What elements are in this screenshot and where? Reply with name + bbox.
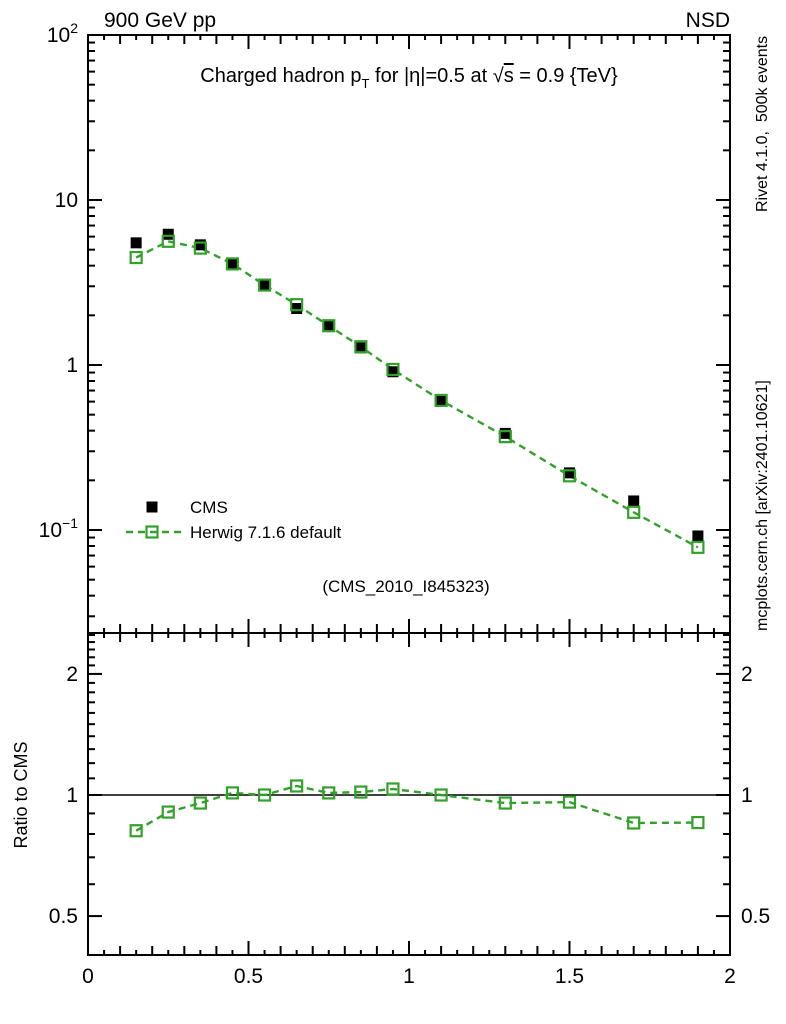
herwig-data-point <box>129 250 143 265</box>
cms-data-point <box>130 237 142 249</box>
herwig-data-point <box>627 505 641 519</box>
x-axis-tick-label: 1 <box>403 965 415 988</box>
herwig-data-point <box>257 278 272 292</box>
herwig-ratio-point <box>691 815 705 830</box>
plot-title: Charged hadron pT for |η|=0.5 at √s = 0.… <box>200 65 618 91</box>
event-class-label: NSD <box>686 9 730 32</box>
ratio-axis-title: Ratio to CMS <box>11 741 31 848</box>
cms-data-point <box>291 303 303 315</box>
ratio-tick-label-left: 1 <box>66 784 78 807</box>
herwig-data-point <box>498 430 512 444</box>
herwig-data-point <box>322 319 336 333</box>
cms-data-point <box>323 321 335 333</box>
y-axis-tick-label: 10 <box>55 189 78 212</box>
main-panel-frame <box>87 34 731 634</box>
herwig-ratio-point <box>225 786 240 800</box>
herwig-data-point <box>225 257 240 271</box>
cms-data-point <box>355 342 367 354</box>
herwig-ratio-point <box>498 796 512 810</box>
x-axis-tick-label: 2 <box>724 965 736 988</box>
herwig-data-point <box>691 540 705 554</box>
rivet-version-label: Rivet 4.1.0, 500k events <box>754 36 771 212</box>
mcplots-credit-label: mcplots.cern.ch [arXiv:2401.10621] <box>754 380 771 631</box>
herwig-ratio-point <box>129 824 143 838</box>
cms-data-point <box>692 530 704 542</box>
cms-data-point <box>628 495 640 507</box>
herwig-data-point <box>354 340 368 354</box>
herwig-data-point <box>562 469 577 483</box>
legend-herwig-label: Herwig 7.1.6 default <box>190 523 341 542</box>
cms-data-point <box>564 467 575 479</box>
ratio-tick-label-left: 2 <box>66 663 78 686</box>
y-axis-tick-label: 1 <box>66 354 78 377</box>
herwig-ratio-point <box>562 795 577 809</box>
legend-cms-marker <box>146 501 158 513</box>
herwig-data-point <box>161 234 175 248</box>
herwig-ratio-point <box>257 788 272 802</box>
x-axis-tick-label: 0 <box>82 965 94 988</box>
cms-data-point <box>226 259 238 271</box>
herwig-line-ratio <box>135 784 698 832</box>
legend-herwig-marker <box>145 525 159 539</box>
herwig-ratio-point <box>386 782 400 796</box>
x-axis-tick-label: 0.5 <box>234 965 263 988</box>
x-axis-tick-label: 1.5 <box>555 965 584 988</box>
axis-tick-labels: 102 10 1 10−1 2 2 1 1 0.5 0.5 0 0.5 1 1.5 2 <box>39 20 771 988</box>
y-axis-tick-label: 10−1 <box>39 515 79 542</box>
data-series-layer <box>88 228 730 838</box>
ratio-tick-label-right: 0.5 <box>741 905 770 928</box>
herwig-data-point <box>290 298 304 312</box>
axis-ticks <box>87 34 731 955</box>
herwig-ratio-point <box>434 788 448 802</box>
legend-cms-label: CMS <box>190 498 228 517</box>
herwig-data-point <box>386 362 400 377</box>
cms-data-point <box>387 366 399 378</box>
ratio-tick-label-right: 2 <box>741 663 753 686</box>
herwig-ratio-point <box>290 779 304 793</box>
herwig-ratio-point <box>627 816 641 830</box>
y-axis-tick-label: 102 <box>47 20 78 47</box>
herwig-ratio-point <box>322 786 336 800</box>
herwig-data-point <box>193 241 207 255</box>
cms-data-point <box>162 228 174 240</box>
ratio-tick-label-right: 1 <box>741 784 753 807</box>
ratio-panel-frame <box>87 632 731 956</box>
beam-energy-label: 900 GeV pp <box>104 9 216 32</box>
ratio-tick-label-left: 0.5 <box>49 905 78 928</box>
cms-data-point <box>435 394 447 406</box>
cms-data-point <box>259 279 271 291</box>
cms-data-point <box>194 239 206 251</box>
herwig-ratio-point <box>354 785 368 799</box>
legend: CMS Herwig 7.1.6 default <box>126 498 341 542</box>
herwig-data-point <box>434 393 448 408</box>
herwig-ratio-point <box>161 805 175 819</box>
herwig-ratio-point <box>193 796 207 810</box>
cms-data-point <box>499 427 511 439</box>
analysis-watermark: (CMS_2010_I845323) <box>322 577 489 596</box>
